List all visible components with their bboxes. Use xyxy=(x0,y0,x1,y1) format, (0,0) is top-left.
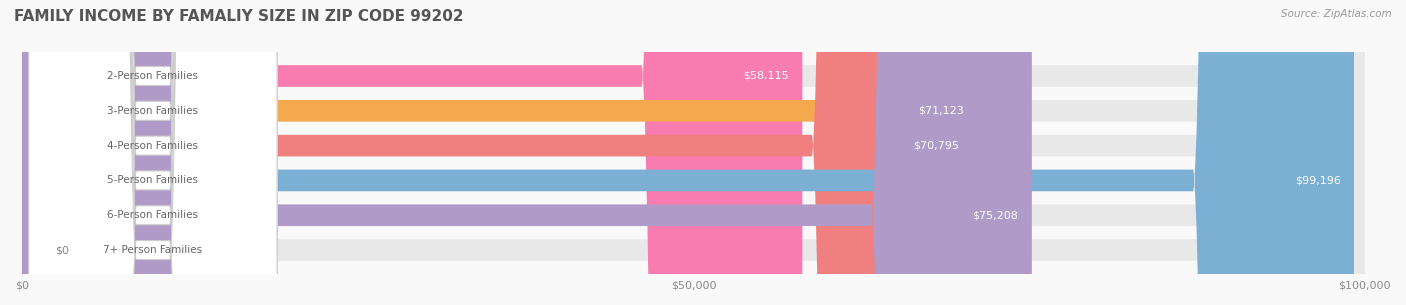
FancyBboxPatch shape xyxy=(22,0,803,305)
Text: $58,115: $58,115 xyxy=(744,71,789,81)
Text: $70,795: $70,795 xyxy=(914,141,959,151)
Text: FAMILY INCOME BY FAMALIY SIZE IN ZIP CODE 99202: FAMILY INCOME BY FAMALIY SIZE IN ZIP COD… xyxy=(14,9,464,24)
Text: $75,208: $75,208 xyxy=(973,210,1018,220)
FancyBboxPatch shape xyxy=(22,0,1365,305)
Text: 2-Person Families: 2-Person Families xyxy=(107,71,198,81)
FancyBboxPatch shape xyxy=(28,0,277,305)
FancyBboxPatch shape xyxy=(22,0,1365,305)
FancyBboxPatch shape xyxy=(22,0,1365,305)
Text: 7+ Person Families: 7+ Person Families xyxy=(104,245,202,255)
Text: $71,123: $71,123 xyxy=(918,106,963,116)
FancyBboxPatch shape xyxy=(22,0,1354,305)
Text: $0: $0 xyxy=(56,245,69,255)
Text: 6-Person Families: 6-Person Families xyxy=(107,210,198,220)
FancyBboxPatch shape xyxy=(22,0,1365,305)
FancyBboxPatch shape xyxy=(28,0,277,305)
Text: Source: ZipAtlas.com: Source: ZipAtlas.com xyxy=(1281,9,1392,19)
FancyBboxPatch shape xyxy=(22,0,1365,305)
Text: 3-Person Families: 3-Person Families xyxy=(107,106,198,116)
Text: $99,196: $99,196 xyxy=(1295,175,1340,185)
FancyBboxPatch shape xyxy=(28,0,277,305)
Text: 4-Person Families: 4-Person Families xyxy=(107,141,198,151)
FancyBboxPatch shape xyxy=(22,0,973,305)
FancyBboxPatch shape xyxy=(22,0,1365,305)
Text: 5-Person Families: 5-Person Families xyxy=(107,175,198,185)
FancyBboxPatch shape xyxy=(22,0,1032,305)
FancyBboxPatch shape xyxy=(22,0,977,305)
FancyBboxPatch shape xyxy=(28,0,277,305)
FancyBboxPatch shape xyxy=(28,0,277,305)
FancyBboxPatch shape xyxy=(28,0,277,305)
